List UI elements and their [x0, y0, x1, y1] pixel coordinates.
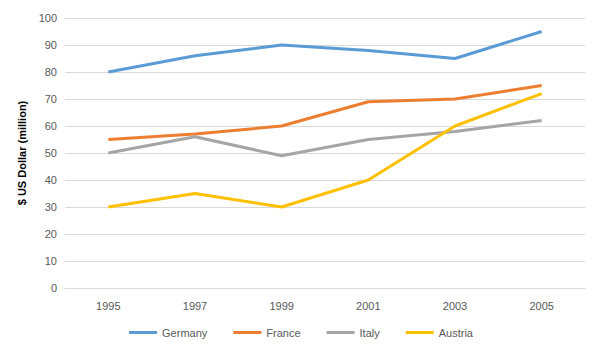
svg-text:90: 90	[45, 39, 57, 51]
svg-text:$ US Dollar (million): $ US Dollar (million)	[16, 100, 28, 205]
svg-text:60: 60	[45, 120, 57, 132]
svg-text:40: 40	[45, 174, 57, 186]
svg-text:2003: 2003	[443, 300, 467, 312]
svg-text:2001: 2001	[356, 300, 380, 312]
svg-text:1999: 1999	[269, 300, 293, 312]
svg-text:1997: 1997	[183, 300, 207, 312]
svg-text:20: 20	[45, 228, 57, 240]
svg-text:0: 0	[51, 282, 57, 294]
svg-text:70: 70	[45, 93, 57, 105]
svg-text:100: 100	[39, 12, 57, 24]
svg-text:10: 10	[45, 255, 57, 267]
svg-text:30: 30	[45, 201, 57, 213]
svg-text:France: France	[266, 327, 300, 339]
svg-text:Italy: Italy	[360, 327, 381, 339]
svg-text:1995: 1995	[96, 300, 120, 312]
svg-text:50: 50	[45, 147, 57, 159]
svg-text:80: 80	[45, 66, 57, 78]
svg-text:Germany: Germany	[162, 327, 208, 339]
svg-text:Austria: Austria	[439, 327, 474, 339]
svg-text:2005: 2005	[529, 300, 553, 312]
